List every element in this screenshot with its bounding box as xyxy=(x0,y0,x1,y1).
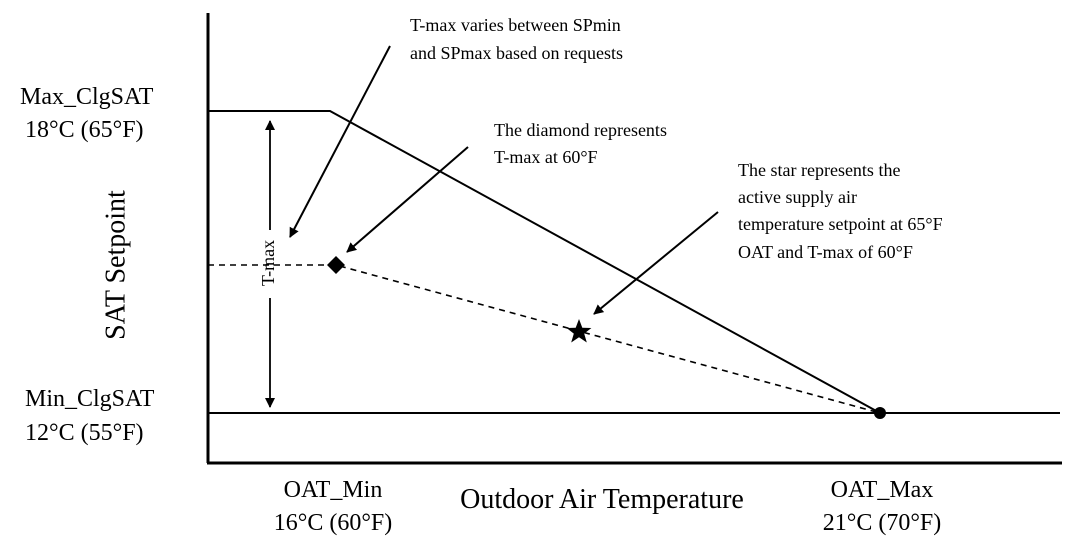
callout-arrow-diamond xyxy=(346,146,469,253)
tmax-diamond-marker xyxy=(327,256,345,274)
oat-min-value: 16°C (60°F) xyxy=(274,510,393,536)
max-clgsat-label: Max_ClgSAT xyxy=(20,84,154,110)
annotation-star-line-4: OAT and T-max of 60°F xyxy=(738,242,913,262)
min-clgsat-label: Min_ClgSAT xyxy=(25,386,155,412)
endpoint-dot xyxy=(874,407,886,419)
min-clgsat-value: 12°C (55°F) xyxy=(25,420,144,446)
annotation-star-line-1: The star represents the xyxy=(738,160,900,180)
setpoint-star-marker xyxy=(566,319,592,343)
annotation-star-line-2: active supply air xyxy=(738,187,857,207)
annotation-star-line-3: temperature setpoint at 65°F xyxy=(738,214,943,234)
oat-min-label: OAT_Min xyxy=(284,477,383,503)
annotation-tmax-varies-line-2: and SPmax based on requests xyxy=(410,43,623,63)
annotation-tmax-varies-line-1: T-max varies between SPmin xyxy=(410,15,621,35)
max-clgsat-value: 18°C (65°F) xyxy=(25,117,144,143)
callout-arrow-tmax-varies xyxy=(289,45,391,238)
y-axis-title: SAT Setpoint xyxy=(100,190,131,340)
tmax-dashed-line xyxy=(208,264,881,414)
annotation-diamond-line-2: T-max at 60°F xyxy=(494,147,598,167)
oat-max-label: OAT_Max xyxy=(831,477,934,503)
oat-max-value: 21°C (70°F) xyxy=(823,510,942,536)
x-axis-title: Outdoor Air Temperature xyxy=(460,484,744,515)
callout-arrow-star xyxy=(593,211,719,315)
tmax-vertical-label: T-max xyxy=(258,240,278,286)
max-clgsat-reset-line xyxy=(208,110,881,414)
annotation-diamond-line-1: The diamond represents xyxy=(494,120,667,140)
